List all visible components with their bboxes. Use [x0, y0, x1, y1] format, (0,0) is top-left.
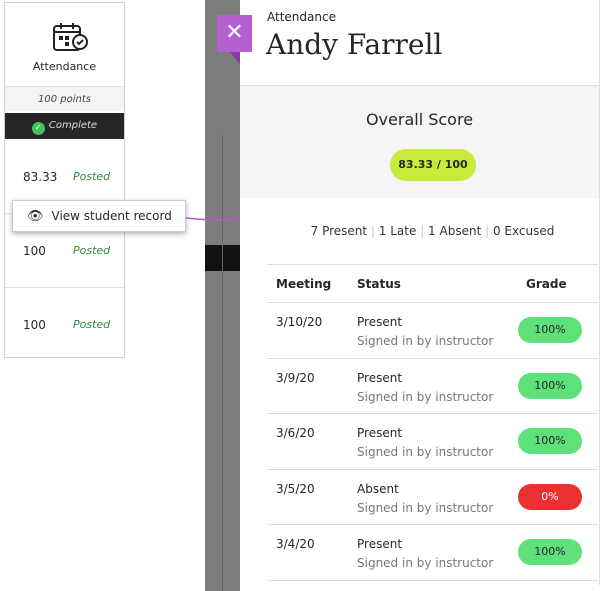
- status-note: Signed in by instructor: [357, 445, 494, 459]
- status-note: Signed in by instructor: [357, 556, 494, 570]
- grade-pill[interactable]: 100%: [518, 317, 582, 344]
- attendance-status: Present: [357, 315, 403, 329]
- table-row[interactable]: 3/5/20 Absent Signed in by instructor 0%: [267, 469, 598, 525]
- close-icon: ✕: [225, 20, 244, 45]
- grade-cell[interactable]: 100 Posted: [5, 288, 124, 362]
- attendance-summary: 7 Present | 1 Late | 1 Absent | 0 Excuse…: [310, 224, 555, 238]
- grade-cell[interactable]: 83.33 Posted: [5, 140, 124, 214]
- header-meeting[interactable]: Meeting: [276, 276, 332, 291]
- student-name: Andy Farrell: [266, 28, 443, 61]
- meeting-date: 3/4/20: [276, 537, 315, 551]
- grade-status: Posted: [73, 318, 111, 331]
- student-record-panel: Attendance Andy Farrell Overall Score 83…: [240, 0, 600, 585]
- excused-count: 0 Excused: [492, 224, 555, 238]
- attendance-status: Present: [357, 370, 403, 385]
- menu-item-label: View student record: [51, 209, 172, 223]
- table-row[interactable]: 3/6/20 Present Signed in by instructor 10…: [267, 414, 598, 469]
- background-grid: [205, 0, 240, 591]
- header-status[interactable]: Status: [357, 276, 401, 291]
- close-button-fold: [230, 52, 240, 64]
- calendar-check-icon: [53, 23, 88, 51]
- meetings-table: Meeting Status Grade 3/10/20 Present Sign…: [267, 264, 598, 581]
- grade-pill[interactable]: 100%: [518, 372, 582, 399]
- column-header[interactable]: Attendance: [5, 3, 124, 86]
- header-grade[interactable]: Grade: [526, 276, 567, 291]
- column-title: Attendance: [32, 60, 97, 73]
- grade-pill[interactable]: 100%: [518, 428, 582, 455]
- status-note: Signed in by instructor: [357, 334, 494, 348]
- grid-line: [222, 135, 223, 591]
- grade-status: Posted: [73, 170, 111, 183]
- status-note: Signed in by instructor: [357, 500, 494, 515]
- meeting-date: 3/9/20: [276, 370, 315, 385]
- table-row[interactable]: 3/9/20 Present Signed in by instructor 10…: [267, 358, 598, 414]
- table-row[interactable]: 3/10/20 Present Signed in by instructor 1…: [267, 303, 598, 358]
- table-row[interactable]: 3/4/20 Present Signed in by instructor 10…: [267, 525, 598, 580]
- late-count: 1 Late: [378, 224, 417, 238]
- grade-score: 83.33: [23, 170, 58, 184]
- grade-score: 100: [23, 318, 46, 332]
- meeting-date: 3/5/20: [276, 481, 315, 496]
- overall-score-label: Overall Score: [365, 110, 474, 129]
- meeting-date: 3/6/20: [276, 426, 315, 440]
- attendance-status: Absent: [357, 481, 399, 496]
- present-count: 7 Present: [310, 224, 368, 238]
- attendance-status: Present: [357, 426, 403, 440]
- table-header: Meeting Status Grade: [267, 265, 598, 303]
- eye-icon: 👁: [27, 209, 44, 224]
- complete-label: Complete: [48, 120, 98, 131]
- grade-status: Posted: [73, 244, 111, 257]
- grade-score: 100: [23, 244, 46, 258]
- meeting-date: 3/10/20: [276, 315, 323, 329]
- grade-cell[interactable]: 100 Posted: [5, 214, 124, 288]
- attendance-status: Present: [357, 537, 403, 551]
- gradebook-column: Attendance 100 points ✓ Complete 83.33 Pos…: [4, 2, 125, 358]
- close-button[interactable]: ✕: [217, 15, 252, 52]
- grade-pill[interactable]: 100%: [518, 539, 582, 566]
- overall-score-pill: 83.33 / 100: [390, 149, 476, 181]
- status-note: Signed in by instructor: [357, 389, 494, 404]
- overall-score-section: Overall Score 83.33 / 100: [240, 85, 599, 198]
- complete-status: ✓ Complete: [5, 113, 124, 139]
- check-icon: ✓: [31, 122, 45, 135]
- panel-subtitle: Attendance: [267, 10, 336, 24]
- points-possible: 100 points: [5, 86, 124, 111]
- grade-pill[interactable]: 0%: [518, 483, 582, 510]
- absent-count: 1 Absent: [428, 224, 482, 238]
- view-student-record-menu-item[interactable]: 👁 View student record: [12, 200, 186, 232]
